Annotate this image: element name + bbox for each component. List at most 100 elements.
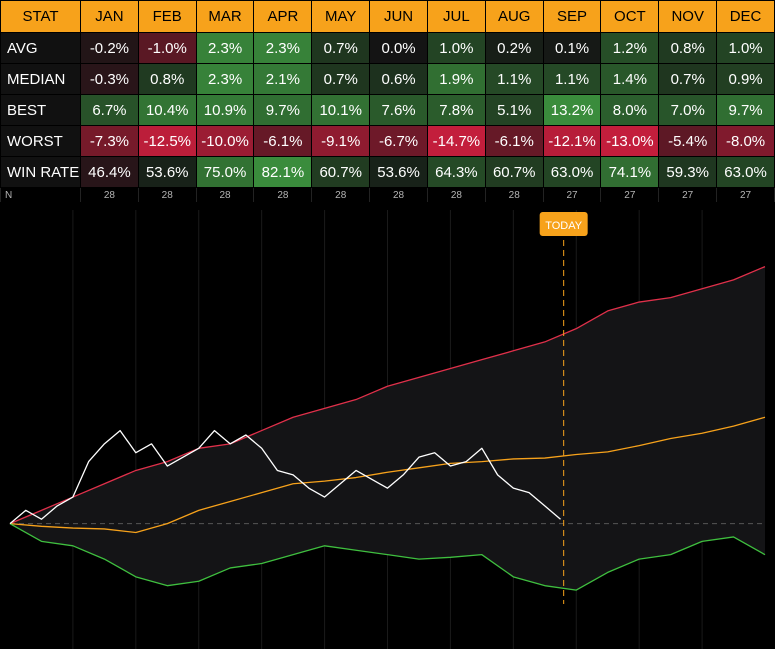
header-month-sep: SEP [542,0,602,33]
sample-count-cell: 27 [600,187,660,203]
today-marker-label: TODAY [545,220,583,232]
sample-count-cell: 28 [484,187,544,203]
table-cell: 0.1% [542,32,602,64]
table-cell: 1.0% [716,32,775,64]
table-cell: 46.4% [80,156,139,188]
table-cell: -12.1% [542,125,602,157]
table-cell: 2.3% [195,32,255,64]
table-cell: -0.3% [80,63,139,95]
table-cell: 2.1% [253,63,313,95]
table-cell: 82.1% [253,156,313,188]
table-cell: 0.7% [311,63,371,95]
table-cell: 0.8% [137,63,197,95]
today-marker-badge [539,212,588,236]
table-cell: 1.9% [426,63,486,95]
sample-count-cell: 27 [716,187,775,203]
table-cell: 75.0% [195,156,255,188]
table-cell: 64.3% [426,156,486,188]
row-label: WIN RATE [0,156,81,188]
table-cell: -8.0% [716,125,775,157]
table-cell: 0.9% [716,63,775,95]
table-cell: 10.4% [137,94,197,126]
row-label: WORST [0,125,81,157]
seasonality-table: STAT JAN FEB MAR APR MAY JUN JUL AUG SEP OCT NOV DEC… [0,0,775,203]
table-cell: 0.6% [369,63,428,95]
table-cell: 1.1% [484,63,544,95]
header-month-aug: AUG [484,0,544,33]
row-label: N [0,187,81,203]
table-cell: 6.7% [80,94,139,126]
header-month-oct: OCT [600,0,660,33]
table-cell: 59.3% [658,156,718,188]
header-month-feb: FEB [137,0,197,33]
table-cell: -5.4% [658,125,718,157]
table-cell: 9.7% [716,94,775,126]
header-month-mar: MAR [195,0,255,33]
table-cell: 7.8% [426,94,486,126]
sample-count-cell: 28 [80,187,139,203]
table-cell: -9.1% [311,125,371,157]
table-cell: 0.7% [658,63,718,95]
table-cell: -6.1% [484,125,544,157]
header-stat: STAT [0,0,81,33]
table-cell: 1.0% [426,32,486,64]
table-cell: 53.6% [137,156,197,188]
row-label: BEST [0,94,81,126]
table-row-median: MEDIAN -0.3% 0.8% 2.3% 2.1% 0.7% 0.6% 1.9% 1.1% 1… [0,63,775,95]
seasonality-chart: TODAY [9,210,766,649]
table-cell: 1.2% [600,32,660,64]
header-month-nov: NOV [658,0,718,33]
table-cell: 7.6% [369,94,428,126]
sample-count-cell: 28 [311,187,371,203]
table-cell: 8.0% [600,94,660,126]
table-cell: 7.0% [658,94,718,126]
table-cell: 2.3% [195,63,255,95]
table-cell: -13.0% [600,125,660,157]
header-month-dec: DEC [716,0,775,33]
range-band [10,266,765,591]
table-cell: 5.1% [484,94,544,126]
series-line-current [9,429,561,525]
row-label: MEDIAN [0,63,81,95]
table-cell: 0.2% [484,32,544,64]
sample-count-cell: 28 [137,187,197,203]
sample-count-cell: 28 [195,187,255,203]
table-cell: -10.0% [195,125,255,157]
series-line-worst [9,523,766,591]
table-row-best: BEST 6.7% 10.4% 10.9% 9.7% 10.1% 7.6% 7.8% 5.1% 1… [0,94,775,126]
table-cell: -14.7% [426,125,486,157]
table-cell: 1.1% [542,63,602,95]
header-month-jul: JUL [426,0,486,33]
header-month-apr: APR [253,0,313,33]
header-month-jun: JUN [369,0,428,33]
table-row-win-rate: WIN RATE 46.4% 53.6% 75.0% 82.1% 60.7% 53.6% 64… [0,156,775,188]
table-cell: 10.9% [195,94,255,126]
table-cell: -1.0% [137,32,197,64]
sample-count-cell: 28 [253,187,313,203]
table-cell: 53.6% [369,156,428,188]
table-cell: 9.7% [253,94,313,126]
table-cell: 63.0% [542,156,602,188]
table-cell: 63.0% [716,156,775,188]
table-cell: -6.7% [369,125,428,157]
table-cell: 0.7% [311,32,371,64]
row-label: AVG [0,32,81,64]
series-line-average [9,416,766,534]
table-cell: -7.3% [80,125,139,157]
table-row-worst: WORST -7.3% -12.5% -10.0% -6.1% -9.1% -6.7% -14… [0,125,775,157]
table-cell: 0.8% [658,32,718,64]
table-header-row: STAT JAN FEB MAR APR MAY JUN JUL AUG SEP OCT NOV DEC [0,0,775,33]
table-cell: 0.0% [369,32,428,64]
table-cell: 2.3% [253,32,313,64]
sample-count-cell: 27 [658,187,718,203]
series-line-best [9,265,766,525]
table-cell: -12.5% [137,125,197,157]
table-cell: 10.1% [311,94,371,126]
table-cell: 74.1% [600,156,660,188]
sample-count-cell: 28 [426,187,486,203]
table-cell: 13.2% [542,94,602,126]
table-cell: -0.2% [80,32,139,64]
table-cell: -6.1% [253,125,313,157]
table-cell: 60.7% [484,156,544,188]
table-row-avg: AVG -0.2% -1.0% 2.3% 2.3% 0.7% 0.0% 1.0% 0.2% 0.1… [0,32,775,64]
